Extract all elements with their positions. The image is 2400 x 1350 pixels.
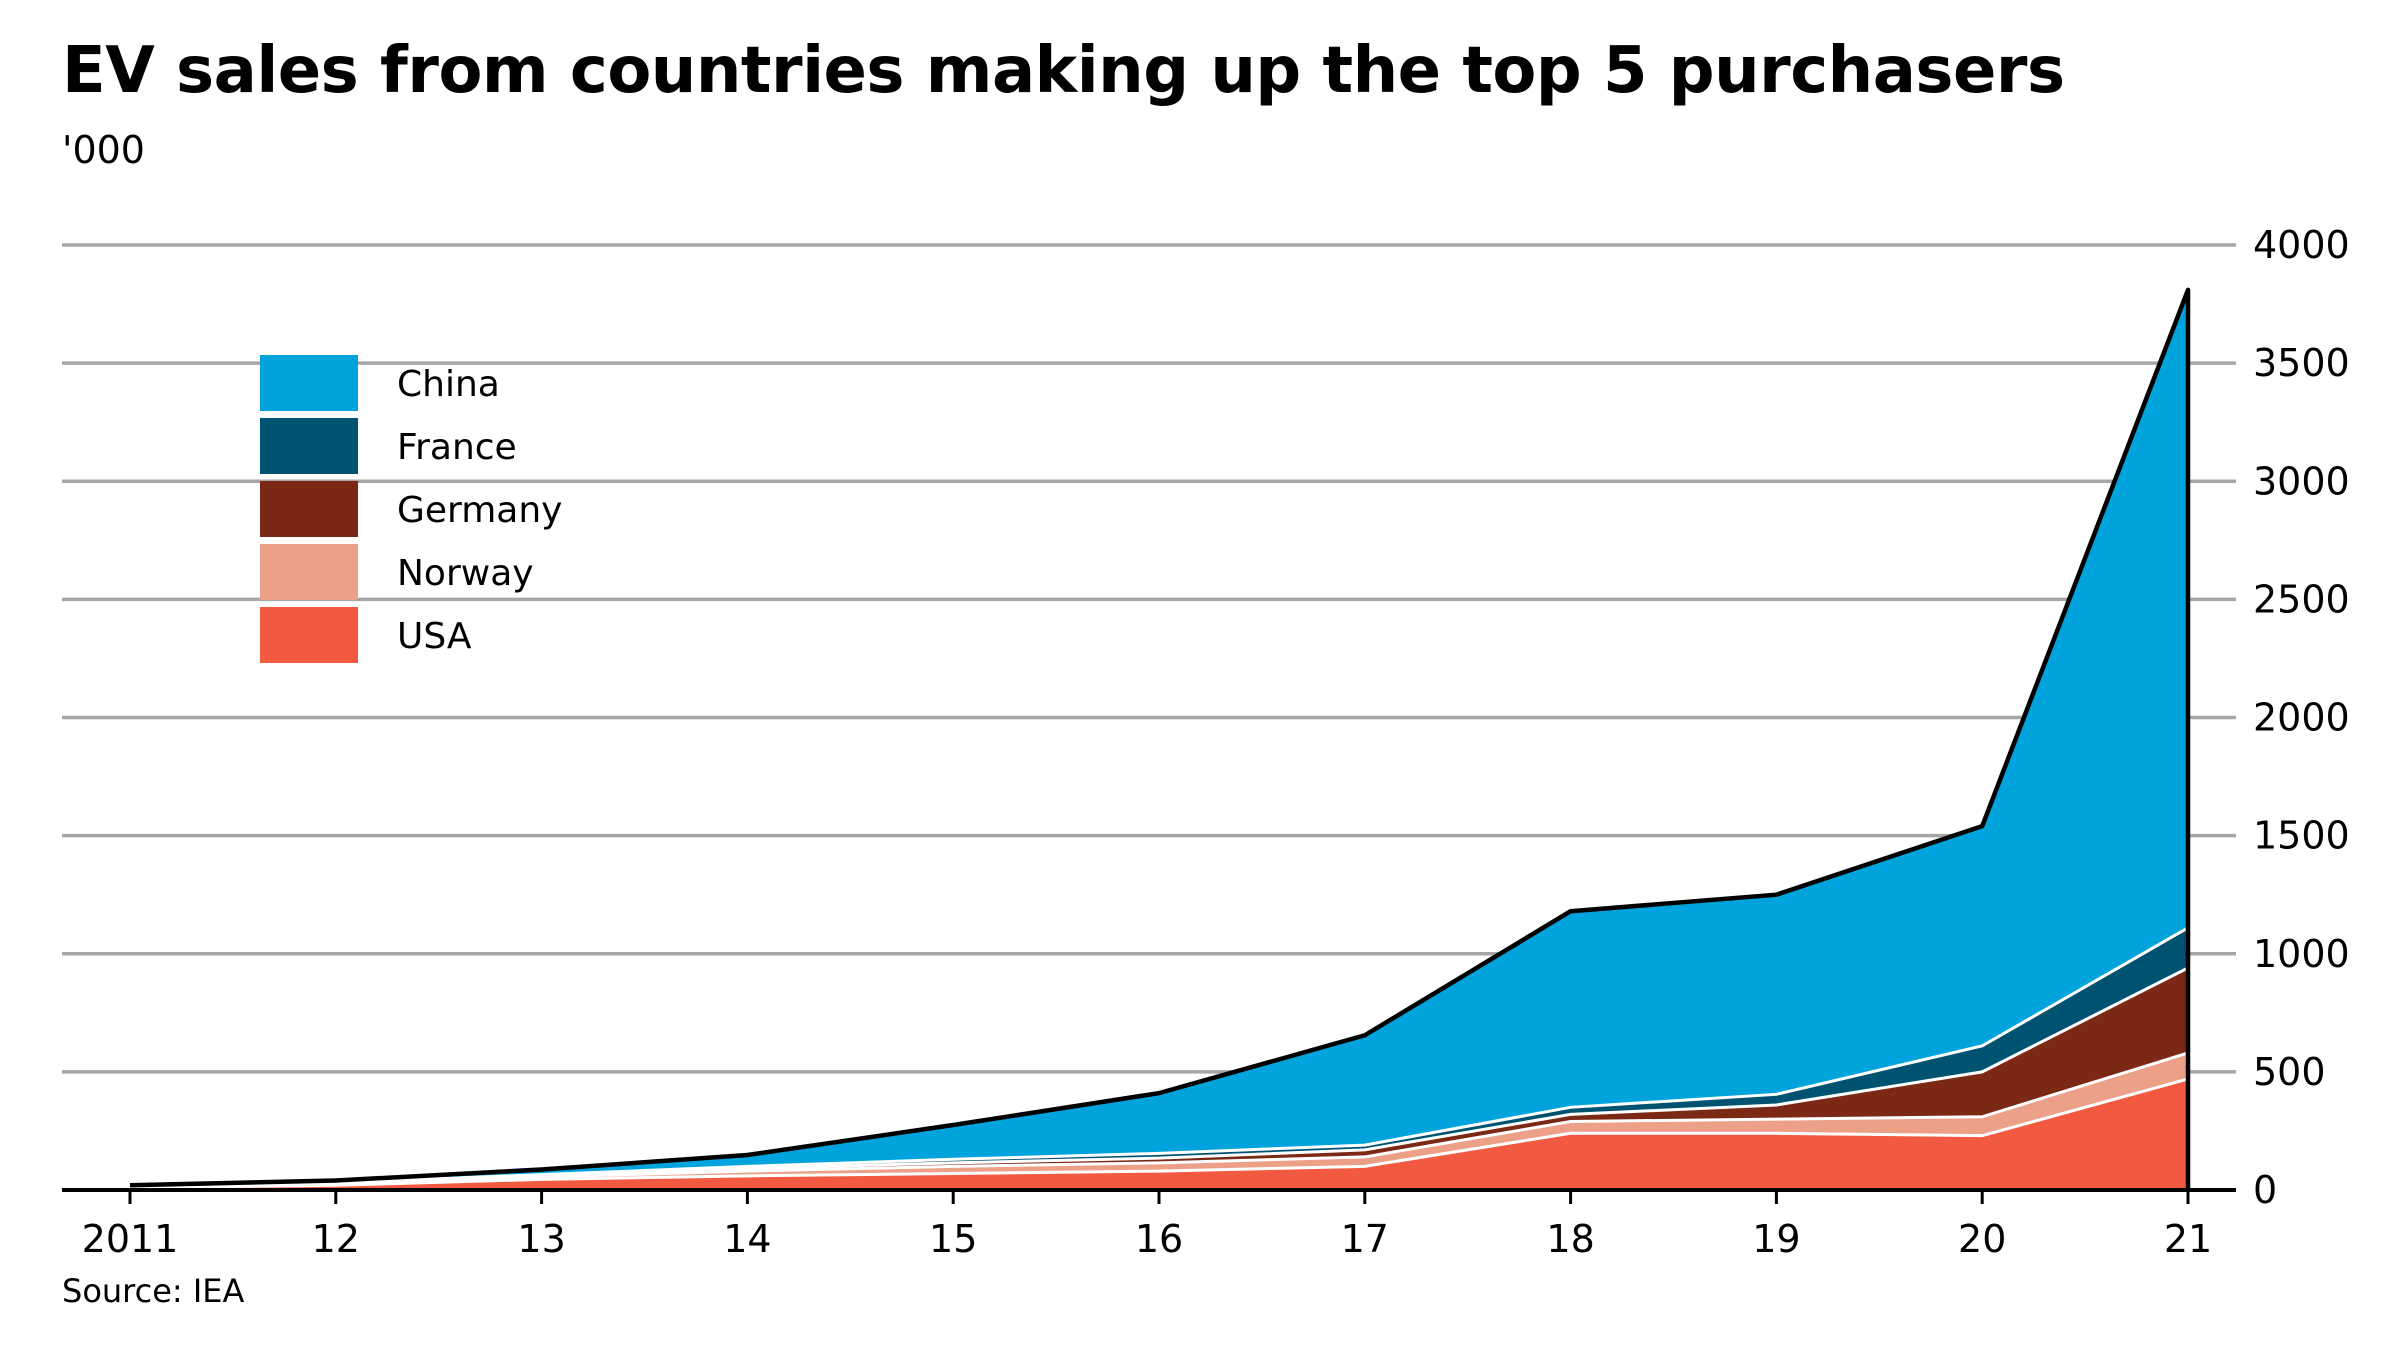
- area-usa: [130, 1078, 2188, 1190]
- x-tick-label-2019: 19: [1752, 1217, 1800, 1261]
- y-tick-label-3000: 3000: [2253, 459, 2350, 503]
- total-line: [129, 287, 2191, 1190]
- area-china: [130, 289, 2188, 1186]
- y-tick-label-1500: 1500: [2253, 814, 2350, 858]
- x-tick-label-2014: 14: [723, 1217, 771, 1261]
- x-tick-label-2015: 15: [929, 1217, 977, 1261]
- x-tick-label-2017: 17: [1341, 1217, 1389, 1261]
- y-tick-label-3500: 3500: [2253, 341, 2350, 385]
- legend-swatch-usa: [260, 607, 358, 663]
- y-tick-label-2500: 2500: [2253, 577, 2350, 621]
- separator-usa: [129, 1077, 2189, 1190]
- separator-france: [129, 926, 2189, 1188]
- legend-label-norway: Norway: [397, 553, 534, 594]
- x-tick-label-2021: 21: [2164, 1217, 2212, 1261]
- y-tick-label-1000: 1000: [2253, 932, 2350, 976]
- legend-label-france: France: [397, 427, 517, 468]
- x-tick-label-2016: 16: [1135, 1217, 1183, 1261]
- y-tick-label-4000: 4000: [2253, 223, 2350, 267]
- x-tick-label-2011: 2011: [82, 1217, 179, 1261]
- legend-label-china: China: [397, 364, 500, 405]
- source-note: Source: IEA: [62, 1272, 245, 1310]
- x-tick-label-2012: 12: [312, 1217, 360, 1261]
- legend-swatch-china: [260, 355, 358, 411]
- chart-unit-label: '000: [62, 128, 145, 172]
- legend-label-usa: USA: [397, 616, 472, 657]
- y-tick-label-2000: 2000: [2253, 696, 2350, 740]
- x-tick-label-2013: 13: [517, 1217, 565, 1261]
- y-tick-label-500: 500: [2253, 1050, 2326, 1094]
- y-tick-label-0: 0: [2253, 1168, 2277, 1212]
- legend-swatch-germany: [260, 481, 358, 537]
- x-tick-label-2018: 18: [1546, 1217, 1594, 1261]
- x-tick-label-2020: 20: [1958, 1217, 2006, 1261]
- legend-swatch-france: [260, 418, 358, 474]
- legend-swatch-norway: [260, 544, 358, 600]
- legend-label-germany: Germany: [397, 490, 562, 531]
- chart-title: EV sales from countries making up the to…: [62, 34, 2065, 108]
